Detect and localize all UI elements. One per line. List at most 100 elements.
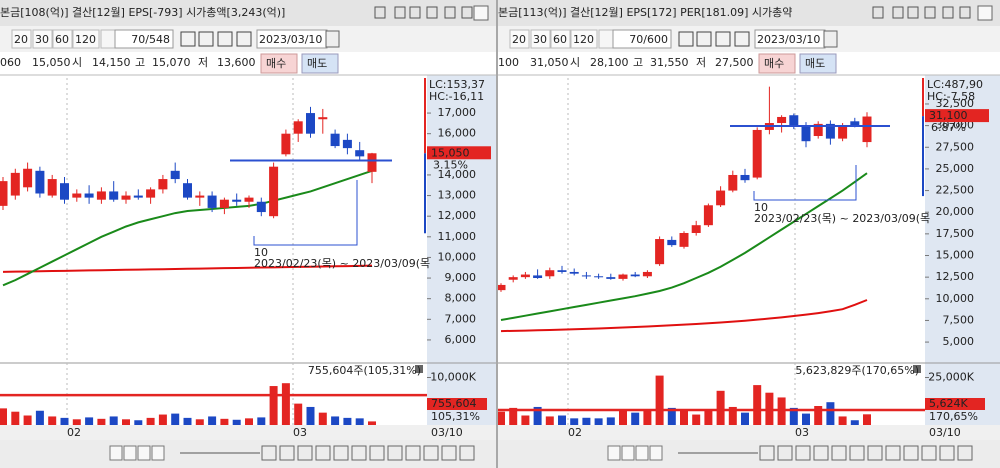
volume-bar — [208, 416, 217, 425]
scroll-button[interactable] — [123, 445, 137, 461]
tool-button[interactable] — [813, 445, 829, 461]
tool-icon[interactable] — [696, 31, 712, 47]
tool-button[interactable] — [351, 445, 367, 461]
close-button[interactable] — [473, 5, 489, 21]
price-low: 13,600 — [217, 56, 256, 69]
period-button[interactable] — [72, 29, 100, 49]
tool-button[interactable] — [459, 445, 475, 461]
period-label: 120 — [573, 33, 594, 46]
header-icon[interactable] — [409, 6, 421, 19]
scroll-button[interactable] — [109, 445, 123, 461]
calendar-button[interactable] — [325, 30, 340, 48]
tool-icon[interactable] — [180, 31, 196, 47]
volume-bar — [680, 410, 688, 425]
tool-button[interactable] — [297, 445, 313, 461]
y-tick-label: 11,000 — [438, 230, 477, 243]
volume-box — [427, 398, 487, 410]
tool-icon[interactable] — [217, 31, 233, 47]
tool-button[interactable] — [903, 445, 919, 461]
sell-button[interactable] — [799, 53, 837, 74]
period-button[interactable] — [509, 29, 530, 49]
header-icon[interactable] — [959, 6, 971, 19]
tool-button[interactable] — [957, 445, 973, 461]
scroll-button[interactable] — [607, 445, 621, 461]
candle-body — [23, 168, 33, 188]
header-icon[interactable] — [426, 6, 438, 19]
period-button[interactable] — [550, 29, 571, 49]
period-button[interactable] — [32, 29, 53, 49]
tool-icon[interactable] — [198, 31, 214, 47]
candle-body — [244, 197, 254, 202]
tool-button[interactable] — [279, 445, 295, 461]
scroll-button[interactable] — [137, 445, 151, 461]
count: 70/600 — [629, 33, 668, 46]
tool-button[interactable] — [441, 445, 457, 461]
scroll-button[interactable] — [151, 445, 165, 461]
tool-button[interactable] — [885, 445, 901, 461]
period-button[interactable] — [530, 29, 551, 49]
y-tick-label: 17,500 — [936, 227, 975, 240]
tool-icon[interactable] — [715, 31, 731, 47]
tool-button[interactable] — [849, 445, 865, 461]
header-icon[interactable] — [892, 6, 904, 19]
header-icon[interactable] — [907, 6, 919, 19]
tool-button[interactable] — [795, 445, 811, 461]
period-label: 20 — [14, 33, 28, 46]
tool-button[interactable] — [423, 445, 439, 461]
header-icon[interactable] — [872, 6, 884, 19]
candle-body — [47, 179, 57, 196]
candle-body — [557, 270, 567, 272]
tool-button[interactable] — [333, 445, 349, 461]
volume-menu[interactable] — [913, 365, 921, 373]
period-button[interactable] — [11, 29, 32, 49]
tool-button[interactable] — [261, 445, 277, 461]
x-axis-row — [0, 425, 496, 440]
tool-button[interactable] — [867, 445, 883, 461]
y-tick-label: 6,000 — [445, 333, 477, 346]
period-button[interactable] — [570, 29, 598, 49]
range-text: 2023/02/23(목) ~ 2023/03/09(목 — [254, 257, 430, 270]
scroll-button[interactable] — [649, 445, 663, 461]
last-price: 31,100 — [929, 109, 968, 122]
volume-bar — [606, 417, 615, 425]
tool-button[interactable] — [405, 445, 421, 461]
buy-button[interactable] — [260, 53, 298, 74]
tool-icon[interactable] — [734, 31, 750, 47]
scroll-button[interactable] — [621, 445, 635, 461]
tool-icon[interactable] — [236, 31, 252, 47]
price-high-label: 고 — [633, 56, 643, 69]
tool-button[interactable] — [939, 445, 955, 461]
y-tick-label: 14,000 — [438, 168, 477, 181]
tool-button[interactable] — [921, 445, 937, 461]
candle-body — [630, 274, 640, 277]
last-price: 15,050 — [431, 146, 470, 159]
sell-label: 매도 — [805, 57, 825, 70]
volume-bar — [789, 407, 798, 425]
tool-button[interactable] — [369, 445, 385, 461]
volume-text: 755,604주(105,31%) — [308, 364, 421, 377]
close-button[interactable] — [977, 5, 993, 21]
header-icon[interactable] — [394, 6, 406, 19]
tool-button[interactable] — [387, 445, 403, 461]
header-icon[interactable] — [924, 6, 936, 19]
candle-body — [520, 274, 530, 278]
tool-button[interactable] — [315, 445, 331, 461]
tool-button[interactable] — [759, 445, 775, 461]
header-icon[interactable] — [374, 6, 386, 19]
scroll-button[interactable] — [635, 445, 649, 461]
tool-icon[interactable] — [678, 31, 694, 47]
tool-button[interactable] — [777, 445, 793, 461]
volume-bar — [728, 406, 737, 425]
sell-button[interactable] — [301, 53, 339, 74]
header-icon[interactable] — [461, 6, 473, 19]
calendar-button[interactable] — [823, 30, 838, 48]
period-button[interactable] — [52, 29, 73, 49]
buy-button[interactable] — [758, 53, 796, 74]
candle-body — [367, 153, 377, 172]
volume-menu[interactable] — [415, 365, 423, 373]
tool-button[interactable] — [831, 445, 847, 461]
header-icon[interactable] — [444, 6, 456, 19]
y-tick-label: 20,000 — [936, 205, 975, 218]
header-icon[interactable] — [942, 6, 954, 19]
candle-body — [219, 199, 229, 208]
